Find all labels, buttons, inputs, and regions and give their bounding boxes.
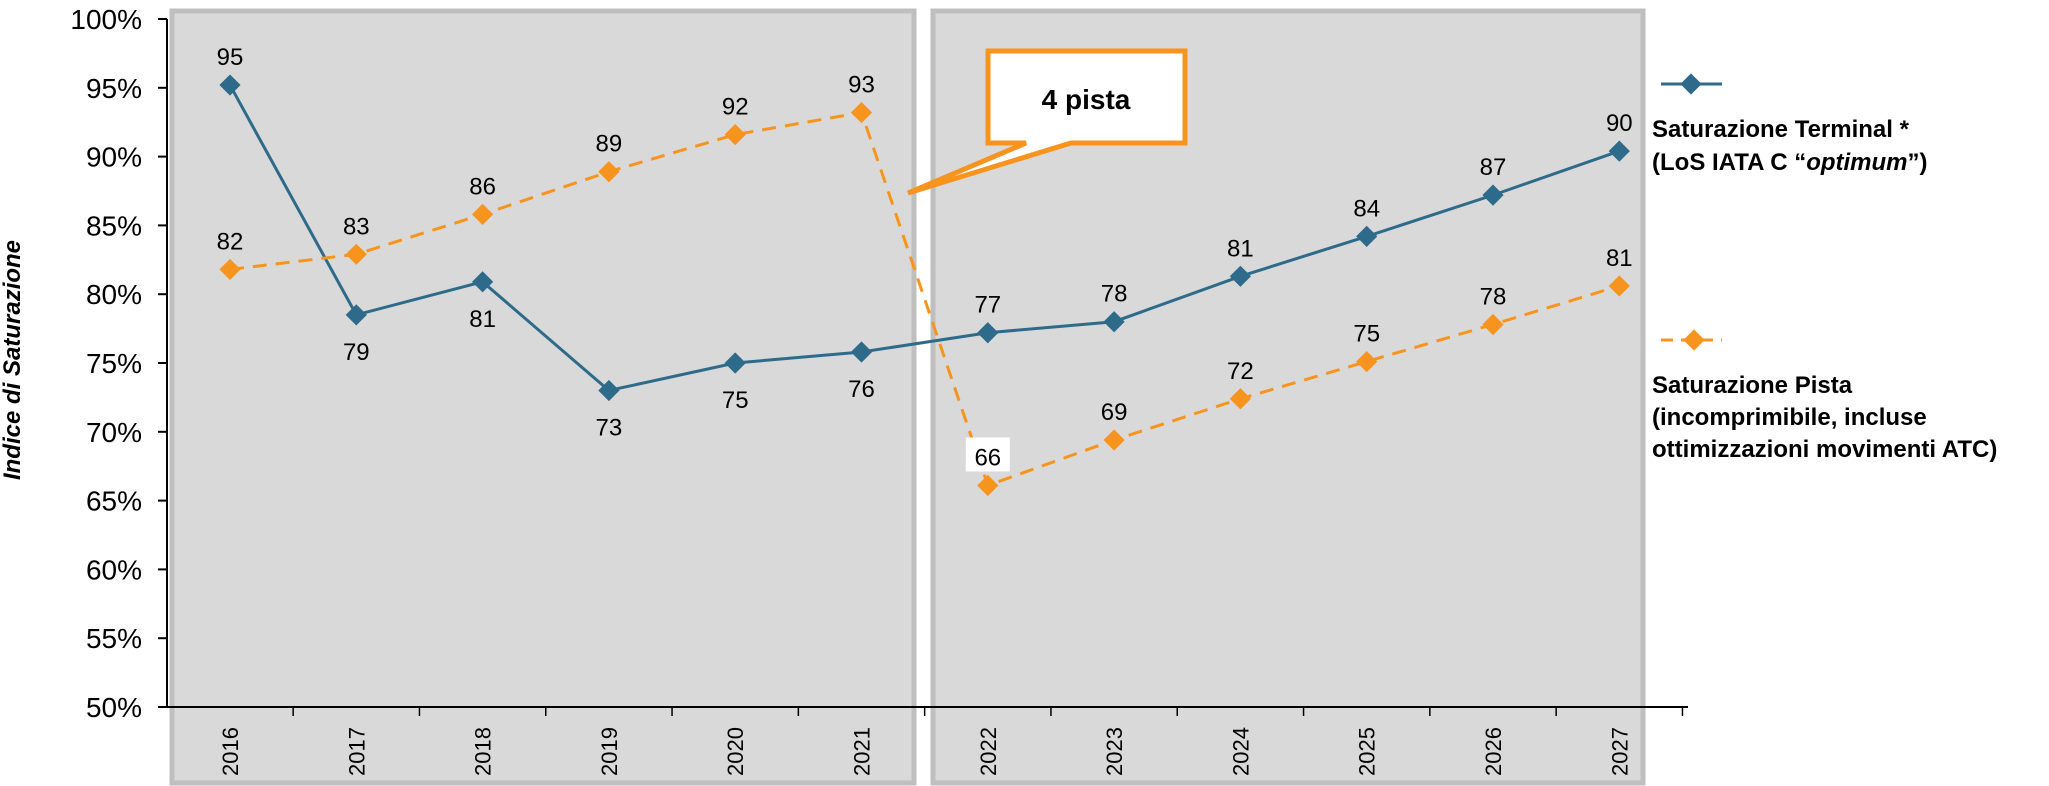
series-0-marker (598, 379, 620, 402)
y-tick-label: 85% (86, 210, 142, 241)
y-tick-label: 90% (86, 142, 142, 173)
series-0-data-label: 76 (848, 376, 875, 403)
series-1-data-label: 92 (722, 94, 749, 121)
series-1-data-label: 72 (1227, 358, 1254, 385)
x-tick-label: 2026 (1481, 727, 1506, 776)
series-1-data-label: 89 (596, 131, 623, 158)
series-1-marker (850, 101, 873, 124)
x-tick-group: 2016 2017 2018 2019 2020 2021 2022 2023 2024 2025… (218, 707, 1684, 776)
x-tick-label: 2024 (1228, 727, 1253, 776)
y-tick-label: 60% (86, 554, 142, 585)
y-tick-label: 100% (70, 4, 142, 35)
y-tick-label: 55% (86, 623, 142, 654)
callout-4-pista: 4 pista (907, 48, 1188, 196)
series-1-data-label: 93 (848, 72, 875, 99)
series-0-data-label: 84 (1353, 195, 1380, 222)
series-0-marker (977, 322, 999, 344)
y-tick-label: 75% (86, 348, 142, 379)
series-1-marker (977, 474, 999, 497)
legend-item-terminal: Saturazione Terminal * (LoS IATA C “opti… (1652, 73, 1928, 176)
series-line-0 (228, 84, 1620, 393)
series-1-data-label: 78 (1480, 283, 1507, 310)
series-0-data-label: 73 (596, 415, 623, 442)
legend-marker-terminal (1680, 73, 1702, 95)
series-1-data-label: 69 (1101, 399, 1128, 426)
legend-label-pista-line2: (incomprimibile, incluse (1652, 404, 1927, 431)
data-label-group: 95 79 81 73 75 76 77 78 81 84 87 90 82 83 86 89 92 93 66 69… (217, 44, 1633, 472)
legend: Saturazione Terminal * (LoS IATA C “opti… (1652, 73, 1997, 463)
callout-box (907, 48, 1188, 196)
series-0-marker (850, 341, 873, 363)
y-tick-group: 50% 55% 60% 65% 70% 75% 80% 85% 90% 95% 100% (70, 4, 167, 723)
legend-marker-pista (1683, 329, 1705, 351)
legend-label-pista-line3: ottimizzazioni movimenti ATC) (1652, 436, 1997, 463)
x-tick-label: 2016 (218, 727, 243, 776)
y-tick-label: 95% (86, 73, 142, 104)
legend-label-terminal-line2: (LoS IATA C “optimum”) (1652, 149, 1928, 176)
series-1-marker (724, 123, 746, 146)
series-1-marker (598, 161, 620, 183)
x-tick-label: 2022 (976, 727, 1001, 776)
y-tick-label: 80% (86, 279, 142, 310)
x-tick-label: 2020 (723, 727, 748, 776)
data-label-background (965, 437, 1010, 472)
series-1-data-label: 82 (217, 228, 244, 255)
x-tick-label: 2018 (471, 727, 496, 776)
series-1-data-label: 83 (343, 213, 370, 240)
period-panel-2016-2021 (169, 8, 917, 786)
series-1-data-label: 81 (1606, 245, 1633, 272)
series-0-marker (724, 352, 746, 374)
legend-label-terminal-line1: Saturazione Terminal * (1652, 116, 1910, 143)
legend-item-pista: Saturazione Pista (incomprimibile, inclu… (1652, 329, 1997, 463)
series-0-data-label: 77 (974, 292, 1001, 319)
series-0-data-label: 75 (722, 387, 749, 414)
series-1-data-label: 86 (469, 173, 496, 200)
series-0-data-label: 87 (1480, 154, 1507, 181)
series-0-data-label: 79 (343, 339, 370, 366)
y-tick-label: 65% (86, 486, 142, 517)
y-tick-label: 70% (86, 417, 142, 448)
x-tick-label: 2027 (1607, 727, 1632, 776)
series-0-data-label: 90 (1606, 110, 1633, 137)
y-axis-title: Indice di Saturazione (0, 240, 26, 480)
legend-label-pista-line1: Saturazione Pista (1652, 372, 1853, 399)
x-tick-label: 2019 (597, 727, 622, 776)
x-tick-label: 2017 (344, 727, 369, 776)
x-tick-label: 2025 (1355, 727, 1380, 776)
series-1-data-label: 75 (1353, 321, 1380, 348)
series-0-data-label: 78 (1101, 281, 1128, 308)
series-0-marker (219, 74, 241, 96)
series-0-data-label: 81 (1227, 235, 1254, 262)
series-0-data-label: 95 (217, 44, 244, 71)
series-line-1 (229, 110, 1620, 488)
y-tick-label: 50% (86, 692, 142, 723)
x-tick-label: 2021 (850, 727, 875, 776)
callout-text: 4 pista (1042, 84, 1131, 115)
x-tick-label: 2023 (1102, 727, 1127, 776)
series-1-data-label: 66 (974, 444, 1001, 471)
series-0-data-label: 81 (469, 306, 496, 333)
